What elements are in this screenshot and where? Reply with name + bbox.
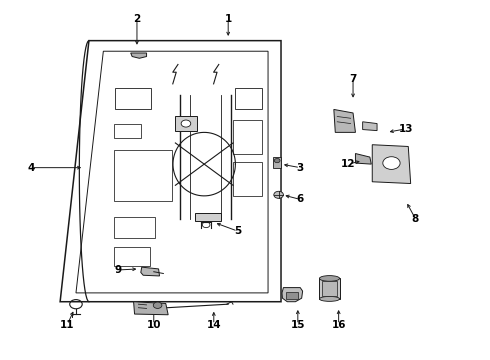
Text: 10: 10 — [147, 320, 161, 330]
Text: 2: 2 — [133, 14, 141, 24]
Bar — [114, 123, 141, 138]
Circle shape — [274, 191, 283, 198]
Bar — [273, 157, 281, 168]
Polygon shape — [282, 288, 303, 302]
Bar — [175, 117, 197, 131]
Text: 11: 11 — [60, 320, 74, 330]
Text: 3: 3 — [296, 163, 304, 173]
Polygon shape — [372, 145, 411, 184]
Circle shape — [274, 158, 280, 163]
Bar — [319, 278, 340, 299]
Ellipse shape — [319, 296, 340, 301]
Bar — [235, 88, 262, 109]
Text: 9: 9 — [114, 265, 122, 275]
Text: 15: 15 — [291, 320, 305, 330]
Bar — [114, 247, 150, 266]
Text: 12: 12 — [341, 159, 355, 169]
Text: 7: 7 — [349, 75, 357, 85]
Text: 16: 16 — [331, 320, 346, 330]
Text: 8: 8 — [412, 214, 419, 224]
Text: 13: 13 — [399, 124, 413, 134]
Text: 14: 14 — [206, 320, 221, 330]
Circle shape — [153, 302, 162, 309]
Text: 5: 5 — [234, 226, 242, 236]
Bar — [195, 213, 221, 221]
Circle shape — [181, 120, 191, 127]
Polygon shape — [363, 122, 377, 131]
Bar — [233, 162, 262, 196]
Circle shape — [383, 157, 400, 170]
Polygon shape — [134, 302, 168, 315]
Ellipse shape — [319, 276, 340, 281]
Polygon shape — [355, 154, 371, 164]
Text: 4: 4 — [27, 163, 35, 173]
Polygon shape — [141, 267, 160, 276]
Polygon shape — [131, 53, 147, 58]
Bar — [114, 217, 155, 238]
Bar — [115, 88, 151, 109]
Polygon shape — [334, 109, 355, 132]
Bar — [286, 292, 298, 299]
Text: 6: 6 — [296, 194, 304, 204]
Bar — [322, 280, 337, 296]
Text: 1: 1 — [224, 14, 232, 24]
Bar — [233, 120, 262, 154]
Bar — [114, 150, 172, 201]
